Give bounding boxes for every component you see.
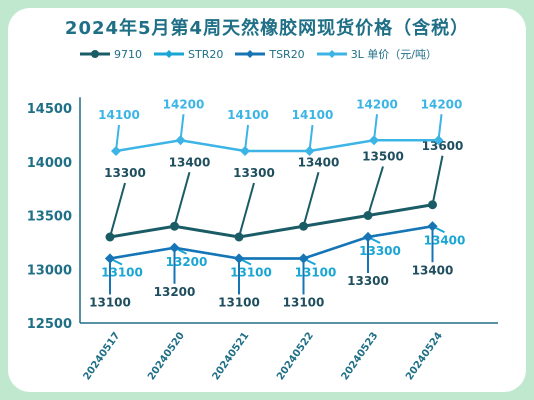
leader-line-0	[238, 182, 255, 238]
data-label-1: 13200	[166, 255, 208, 269]
data-label-3: 14200	[421, 97, 463, 111]
leader-line-0	[431, 155, 444, 205]
data-label-3: 14100	[292, 108, 334, 122]
data-label-0: 13300	[104, 166, 146, 180]
legend-label-str20: STR20	[188, 47, 224, 61]
leader-line-3	[179, 114, 185, 141]
data-label-1: 13100	[295, 266, 337, 280]
data-label-0: 13500	[362, 150, 404, 164]
data-label-1: 13100	[101, 266, 143, 280]
y-tick-label: 14000	[27, 156, 72, 171]
data-label-2: 13100	[89, 296, 131, 310]
legend-marker-tsr20	[235, 50, 266, 58]
legend-marker-str20	[154, 50, 184, 58]
leader-line-0	[173, 171, 191, 227]
leader-line-3	[244, 124, 249, 152]
y-tick-label: 14500	[27, 102, 72, 117]
chart-title: 2024年5月第4周天然橡胶网现货价格（含税）	[64, 18, 470, 39]
data-label-2: 13200	[154, 285, 196, 299]
data-label-0: 13300	[233, 166, 275, 180]
series-line-3	[115, 138, 439, 153]
x-tick-label: 20240523	[340, 330, 381, 382]
leader-line-3	[308, 124, 314, 152]
leader-line-0	[302, 171, 320, 227]
data-label-0: 13400	[169, 155, 211, 169]
y-tick-label: 13500	[27, 210, 72, 225]
x-tick-label: 20240521	[211, 330, 252, 382]
data-label-2: 13100	[283, 296, 325, 310]
x-tick-label: 20240524	[404, 330, 445, 382]
data-label-2: 13100	[218, 296, 260, 310]
series-line-2	[109, 225, 433, 260]
data-label-3: 14200	[163, 97, 205, 111]
data-label-0: 13400	[298, 155, 340, 169]
legend-label-9710: 9710	[114, 47, 142, 61]
data-label-1: 13300	[359, 244, 401, 258]
legend: 9710 STR20 TSR20 3L 单价（元/吨）	[80, 46, 437, 62]
legend-label-3l: 3L 单价（元/吨）	[350, 48, 438, 61]
data-label-1: 13100	[230, 266, 272, 280]
data-label-0: 13600	[422, 139, 464, 153]
data-label-2: 13400	[412, 263, 454, 277]
x-tick-label: 20240522	[275, 330, 316, 382]
leader-line-3	[115, 124, 120, 152]
data-label-3: 14200	[356, 97, 398, 111]
leader-line-0	[367, 166, 384, 216]
data-label-1: 13400	[424, 233, 466, 247]
x-tick-label: 20240517	[82, 330, 123, 382]
leader-line-0	[109, 182, 126, 238]
legend-item-3l: 3L 单价（元/吨）	[316, 46, 438, 62]
data-label-3: 14100	[98, 108, 140, 122]
x-tick-label: 20240520	[146, 330, 187, 382]
leader-line-3	[373, 114, 378, 141]
data-label-3: 14100	[227, 108, 269, 122]
legend-item-tsr20: TSR20	[235, 47, 305, 61]
leader-line-3	[437, 114, 443, 141]
chart-frame	[8, 8, 526, 392]
series-line-0	[109, 203, 433, 239]
legend-item-9710: 9710	[80, 48, 142, 61]
legend-marker-3l	[316, 50, 347, 58]
data-label-2: 13300	[347, 274, 389, 288]
legend-item-str20: STR20	[154, 48, 223, 61]
y-tick-label: 12500	[27, 317, 72, 332]
y-tick-label: 13000	[27, 263, 72, 278]
legend-label-tsr20: TSR20	[269, 47, 305, 61]
legend-marker-9710	[80, 50, 110, 58]
